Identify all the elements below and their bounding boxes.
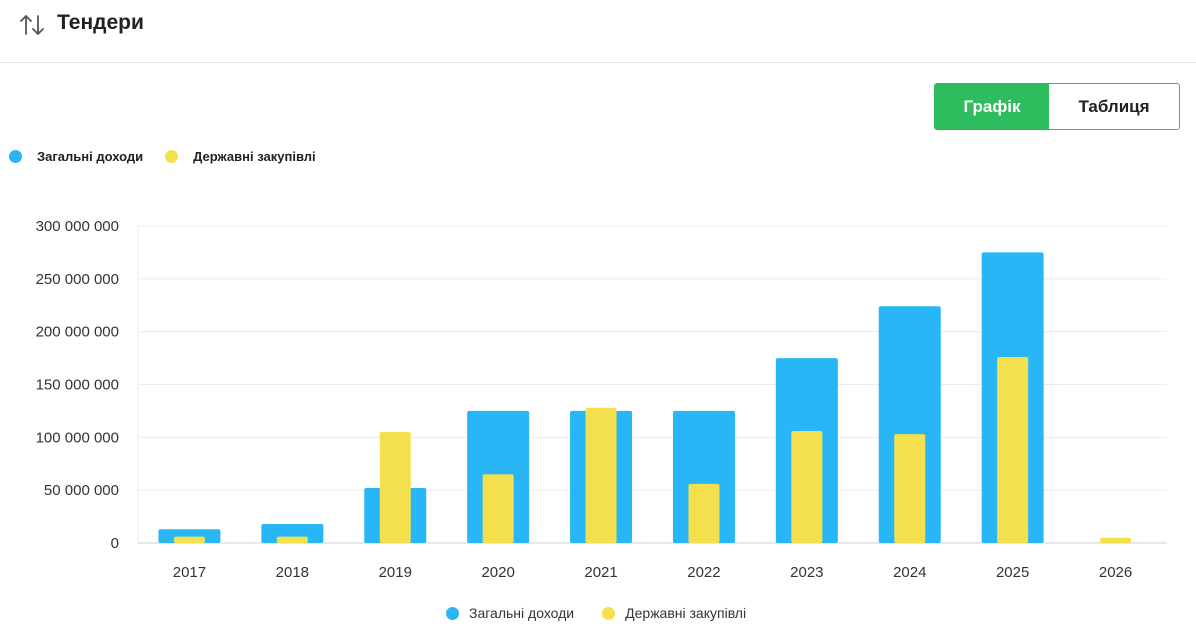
y-tick-label: 150 000 000: [36, 377, 119, 394]
bar-public-procurement-2019[interactable]: [379, 432, 411, 543]
x-tick-label: 2023: [790, 564, 823, 581]
bar-public-procurement-2020[interactable]: [482, 474, 514, 543]
legend-bottom: Загальні доходи Державні закупівлі: [446, 605, 774, 621]
bars: [158, 252, 1132, 543]
page-title: Тендери: [57, 11, 144, 34]
y-tick-label: 200 000 000: [36, 324, 119, 341]
legend-top: Загальні доходи Державні закупівлі: [9, 149, 338, 164]
y-tick-label: 300 000 000: [36, 218, 119, 235]
x-tick-label: 2022: [687, 564, 720, 581]
legend-item-public-procurement[interactable]: Державні закупівлі: [165, 149, 316, 164]
bar-public-procurement-2022[interactable]: [688, 483, 720, 543]
x-tick-label: 2018: [276, 564, 309, 581]
bar-public-procurement-2024[interactable]: [894, 434, 926, 543]
legend-bottom-dot-public-procurement: [602, 606, 616, 620]
bar-public-procurement-2018[interactable]: [276, 536, 308, 543]
y-tick-label: 0: [111, 535, 119, 552]
y-tick-label: 50 000 000: [44, 482, 119, 499]
legend-dot-public-procurement: [165, 150, 179, 163]
chart-view-button[interactable]: Графік: [935, 84, 1049, 129]
bar-public-procurement-2023[interactable]: [791, 430, 823, 543]
legend-label-total-income: Загальні доходи: [37, 149, 144, 164]
y-tick-label: 250 000 000: [36, 271, 119, 288]
legend-bottom-item-public-procurement[interactable]: Державні закупівлі: [602, 605, 746, 621]
legend-item-total-income[interactable]: Загальні доходи: [9, 149, 143, 164]
y-tick-label: 100 000 000: [36, 429, 119, 446]
sort-arrows-icon: [20, 15, 44, 35]
bar-public-procurement-2025[interactable]: [997, 357, 1029, 543]
grid-lines: [137, 225, 1167, 544]
legend-bottom-label-total-income: Загальні доходи: [469, 605, 575, 621]
bar-chart: 0 50 000 000 100 000 000 150 000 000 200 000…: [36, 218, 1167, 581]
x-tick-label: 2019: [379, 564, 412, 581]
bar-public-procurement-2021[interactable]: [585, 407, 617, 543]
x-tick-label: 2021: [584, 564, 617, 581]
view-toggle: Графік Таблиця: [934, 83, 1180, 130]
page-header: Тендери: [0, 0, 1196, 63]
x-tick-label: 2025: [996, 564, 1029, 581]
x-tick-labels: 2017 2018 2019 2020 2021 2022 2023 2024 2025 2026: [173, 564, 1132, 581]
table-view-button[interactable]: Таблиця: [1049, 84, 1179, 129]
x-tick-label: 2026: [1099, 564, 1132, 581]
legend-label-public-procurement: Державні закупівлі: [193, 149, 316, 164]
y-tick-labels: 0 50 000 000 100 000 000 150 000 000 200 000…: [36, 218, 119, 552]
bar-total-income-2018[interactable]: [261, 523, 324, 543]
x-tick-label: 2024: [893, 564, 926, 581]
bar-public-procurement-2017[interactable]: [173, 536, 205, 543]
legend-bottom-dot-total-income: [446, 606, 459, 620]
legend-bottom-label-public-procurement: Державні закупівлі: [625, 605, 747, 621]
legend-dot-total-income: [9, 150, 22, 163]
x-tick-label: 2017: [173, 564, 206, 581]
legend-bottom-item-total-income[interactable]: Загальні доходи: [446, 605, 574, 621]
x-tick-label: 2020: [481, 564, 514, 581]
bar-public-procurement-2026[interactable]: [1100, 537, 1132, 543]
